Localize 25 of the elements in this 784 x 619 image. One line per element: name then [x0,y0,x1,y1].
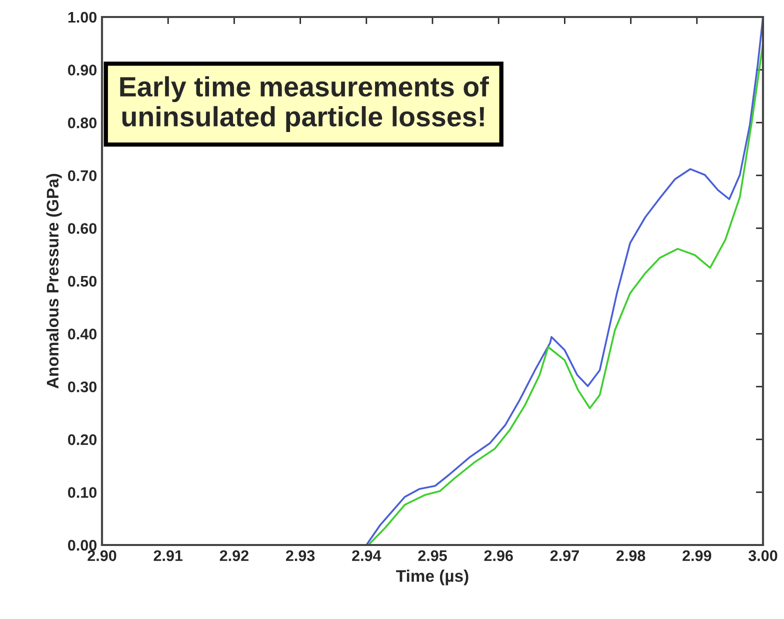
x-tick-label: 2.99 [682,550,712,562]
x-tick-label: 2.96 [484,550,513,562]
x-tick-label: 2.93 [286,550,315,562]
annotation: Early time measurements of uninsulated particle losses! [120,76,489,132]
x-tick-label: 2.95 [418,550,447,562]
x-tick-label: 2.90 [88,550,116,562]
x-tick-label: 2.92 [220,550,248,562]
y-tick-label: 0.50 [68,276,97,287]
x-tick-label: 2.91 [154,550,183,562]
x-tick-label: 2.97 [550,550,579,562]
y-tick-label: 0.40 [68,328,97,340]
y-tick-label: 0.00 [68,540,97,551]
y-tick-label: 0.60 [68,223,97,234]
y-tick-label: 0.10 [68,487,97,498]
x-tick-label: 2.98 [616,550,646,562]
y-tick-label: 1.00 [68,12,97,23]
x-axis-title: Time (µs) [396,570,468,586]
x-tick-label: 3.00 [748,550,778,562]
y-tick-label: 0.80 [68,117,97,128]
x-tick-label: 2.94 [352,550,382,562]
y-tick-label: 0.30 [68,381,97,392]
y-tick-label: 0.90 [68,64,97,76]
y-axis-title: Anomalous Pressure (GPa) [46,174,62,388]
y-tick-label: 0.20 [68,434,97,446]
y-tick-label: 0.70 [68,170,97,182]
